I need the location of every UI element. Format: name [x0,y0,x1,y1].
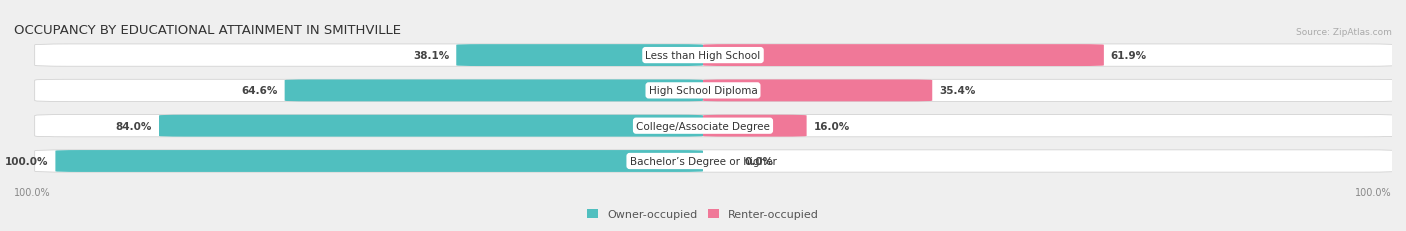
FancyBboxPatch shape [35,80,1399,102]
Text: College/Associate Degree: College/Associate Degree [636,121,770,131]
Text: 100.0%: 100.0% [6,156,49,166]
Text: 84.0%: 84.0% [115,121,152,131]
Text: 61.9%: 61.9% [1111,51,1147,61]
FancyBboxPatch shape [703,45,1104,67]
Text: High School Diploma: High School Diploma [648,86,758,96]
FancyBboxPatch shape [457,45,703,67]
FancyBboxPatch shape [703,115,807,137]
FancyBboxPatch shape [159,115,703,137]
FancyBboxPatch shape [284,80,703,102]
FancyBboxPatch shape [55,150,703,172]
FancyBboxPatch shape [35,45,1399,67]
Legend: Owner-occupied, Renter-occupied: Owner-occupied, Renter-occupied [586,209,820,219]
Text: 100.0%: 100.0% [1355,188,1392,198]
Text: 0.0%: 0.0% [744,156,773,166]
Text: 38.1%: 38.1% [413,51,450,61]
Text: OCCUPANCY BY EDUCATIONAL ATTAINMENT IN SMITHVILLE: OCCUPANCY BY EDUCATIONAL ATTAINMENT IN S… [14,24,401,36]
Text: Less than High School: Less than High School [645,51,761,61]
Text: 100.0%: 100.0% [14,188,51,198]
Text: 35.4%: 35.4% [939,86,976,96]
FancyBboxPatch shape [703,80,932,102]
Text: 64.6%: 64.6% [242,86,278,96]
FancyBboxPatch shape [35,115,1399,137]
Text: Source: ZipAtlas.com: Source: ZipAtlas.com [1296,27,1392,36]
Text: Bachelor’s Degree or higher: Bachelor’s Degree or higher [630,156,776,166]
Text: 16.0%: 16.0% [814,121,849,131]
FancyBboxPatch shape [35,150,1399,172]
